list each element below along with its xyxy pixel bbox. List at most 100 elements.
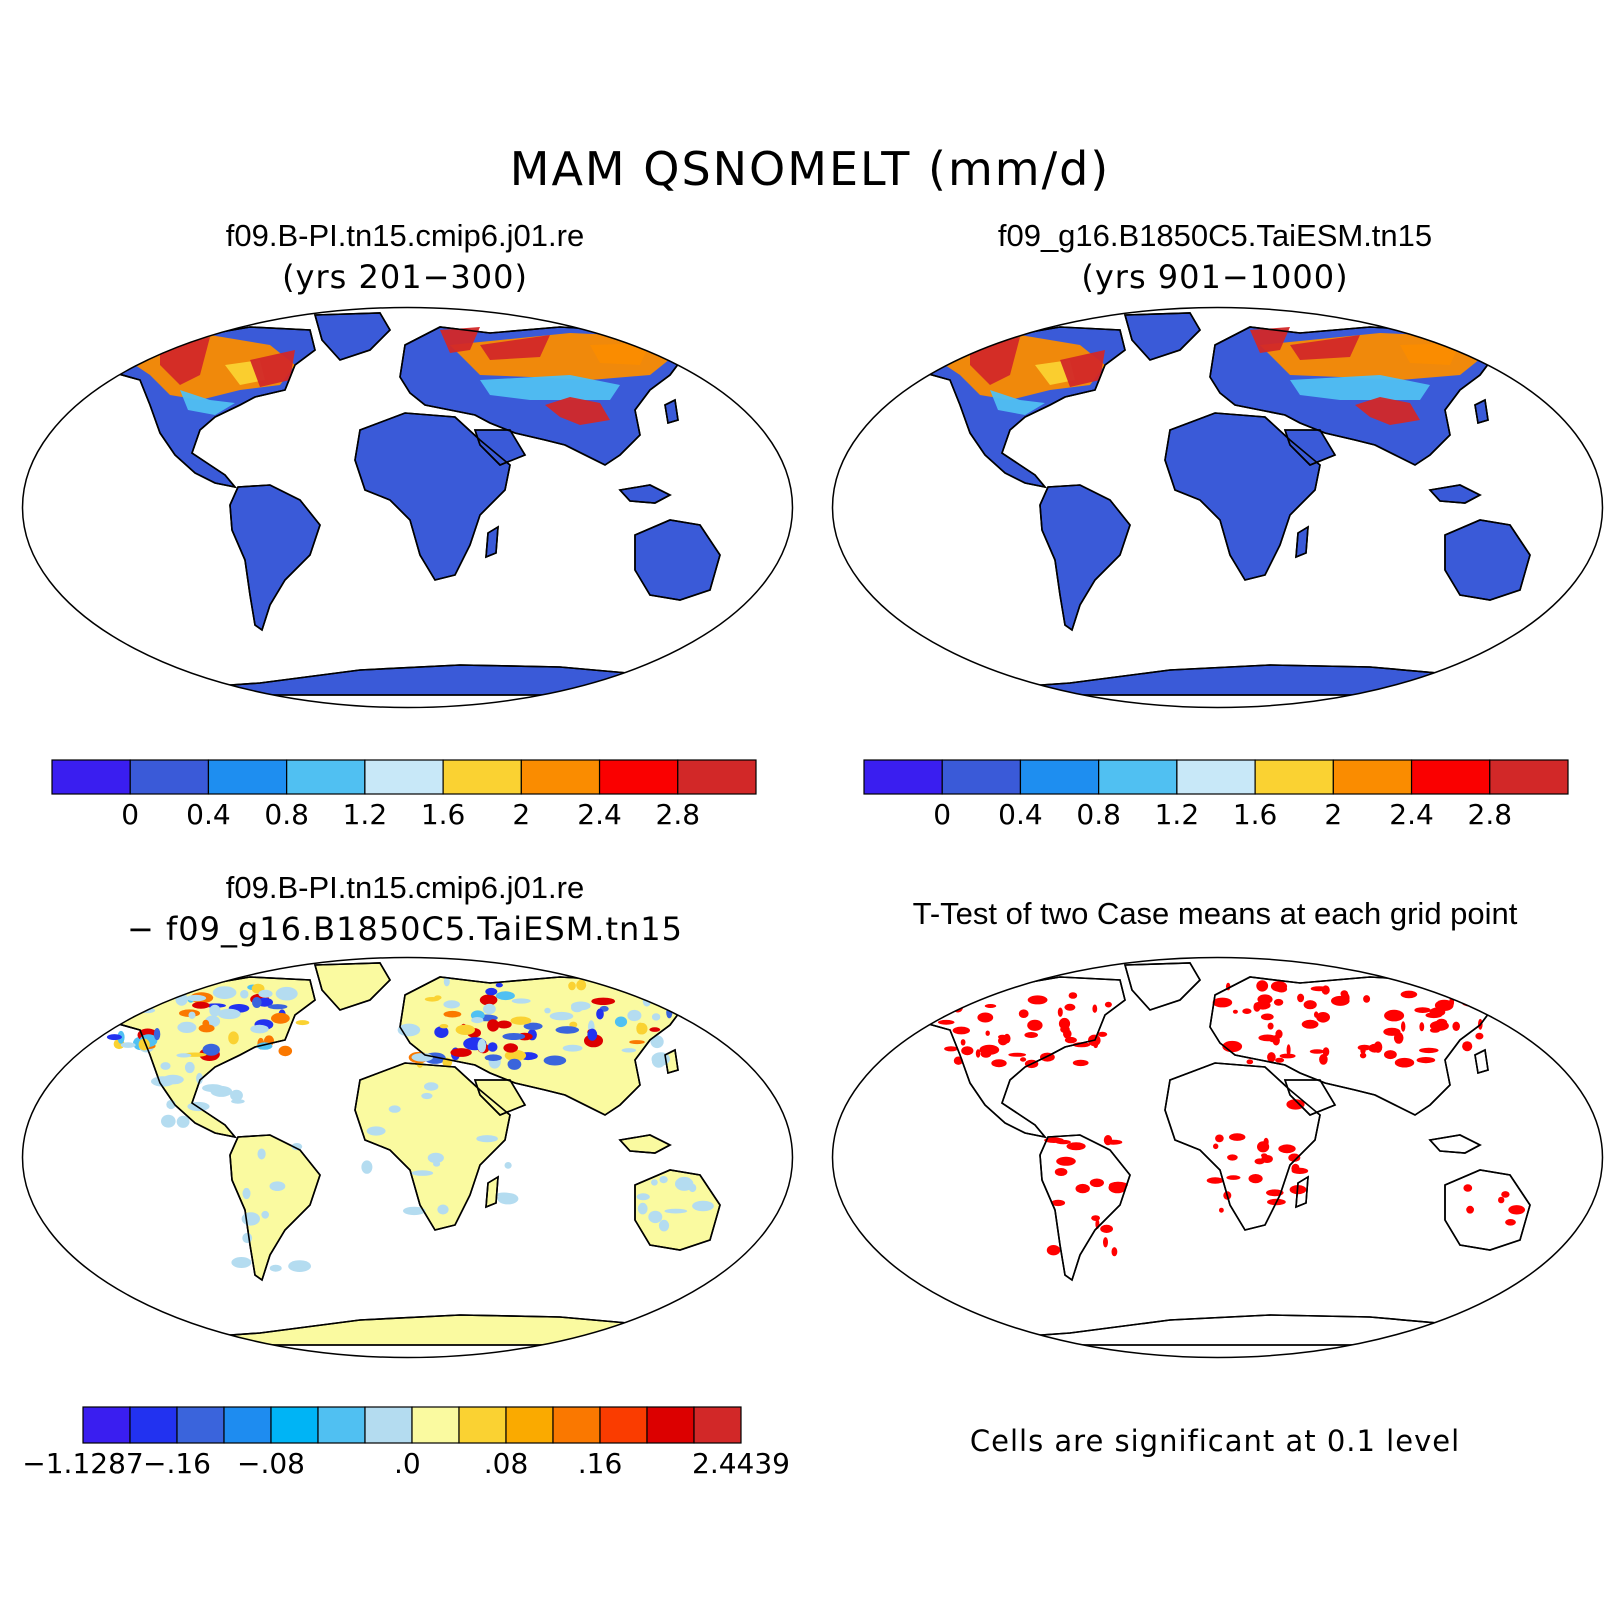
difference-cell xyxy=(121,999,129,1014)
significant-cell xyxy=(960,1039,966,1046)
significant-cell xyxy=(1232,1009,1238,1014)
snowmelt-region-9 xyxy=(545,397,610,425)
colorbar-box xyxy=(82,1406,131,1444)
significant-cell xyxy=(1100,1224,1113,1233)
colorbar-box xyxy=(1019,759,1100,795)
difference-cell xyxy=(569,1021,578,1028)
difference-cell xyxy=(411,1170,434,1176)
difference-cell xyxy=(495,982,503,988)
colorbar-tick-label: 2 xyxy=(1324,798,1342,831)
australia-coastline xyxy=(634,519,721,601)
colorbar-tick-label: 0.4 xyxy=(186,798,231,831)
significant-cell xyxy=(1075,1183,1090,1194)
difference-cell xyxy=(636,1022,645,1035)
significant-cell xyxy=(1213,1143,1219,1150)
africa-coastline xyxy=(1164,1062,1321,1231)
significant-cell xyxy=(1066,1142,1086,1151)
significant-cell xyxy=(1373,1041,1383,1053)
significant-cell xyxy=(1229,1133,1246,1141)
significant-cell xyxy=(1212,997,1233,1008)
difference-cell xyxy=(443,1010,462,1018)
difference-cell xyxy=(192,1001,210,1009)
significant-cell xyxy=(1419,1047,1439,1054)
significant-cell xyxy=(1363,995,1371,1003)
difference-cell xyxy=(106,1034,122,1041)
japan-coastline xyxy=(664,398,679,425)
significant-cell xyxy=(1286,1099,1305,1110)
snowmelt-region-6 xyxy=(440,327,480,353)
difference-cell xyxy=(267,1004,288,1010)
significant-cell xyxy=(1270,981,1288,992)
difference-cell xyxy=(502,1033,526,1040)
panel4-map xyxy=(831,956,1604,1359)
significant-cell xyxy=(1097,1031,1108,1037)
significant-cell xyxy=(1044,1137,1064,1143)
colorbar-tick-label: −1.1287 xyxy=(22,1447,143,1480)
difference-cell xyxy=(510,1016,532,1025)
significant-cell xyxy=(1322,1047,1330,1057)
difference-cell xyxy=(455,1024,475,1035)
significant-cell xyxy=(1261,1153,1268,1158)
colorbar-tick-label: 0 xyxy=(121,798,139,831)
difference-cell xyxy=(186,994,207,1002)
difference-cell xyxy=(544,1007,551,1014)
difference-cell xyxy=(196,1072,203,1085)
colorbar-box xyxy=(223,1406,272,1444)
greenland-coastline xyxy=(1123,962,1202,1011)
significant-cell xyxy=(1286,1044,1291,1056)
significant-cell xyxy=(1461,998,1478,1007)
significant-cell xyxy=(1068,992,1078,999)
map-content xyxy=(102,962,721,1346)
colorbar-tick-label: 0 xyxy=(933,798,951,831)
colorbar-box xyxy=(1098,759,1178,795)
difference-cell xyxy=(116,1010,125,1021)
significance-note: Cells are significant at 0.1 level xyxy=(969,1424,1461,1458)
significant-cell xyxy=(1242,1008,1252,1014)
significant-cell xyxy=(1475,1032,1484,1040)
panel1-subtitle: (yrs 201−300) xyxy=(282,258,528,296)
significant-cell xyxy=(1064,1036,1077,1044)
snowmelt-region-9 xyxy=(1355,397,1420,425)
indonesia-coastline xyxy=(1428,1134,1482,1154)
difference-cell xyxy=(176,1053,192,1058)
significant-cell xyxy=(984,1004,997,1008)
greenland-coastline xyxy=(313,312,392,361)
colorbar-box xyxy=(520,759,601,795)
colorbar-box xyxy=(1489,759,1569,795)
significant-cell xyxy=(1260,1013,1274,1021)
panel2-title: f09_g16.B1850C5.TaiESM.tn15 xyxy=(997,218,1433,253)
map-frame xyxy=(21,956,794,1359)
difference-cell xyxy=(434,1026,449,1038)
significant-cell xyxy=(1103,1237,1108,1248)
colorbar-box xyxy=(646,1406,695,1444)
panel1-title: f09.B-PI.tn15.cmip6.j01.re xyxy=(225,218,585,253)
australia-coastline xyxy=(1444,519,1531,601)
difference-cell xyxy=(496,1020,512,1029)
significant-cell xyxy=(1297,993,1305,1003)
colorbar-tick-label: 2.8 xyxy=(1468,798,1513,831)
significant-cell xyxy=(1462,1041,1473,1052)
significant-cell xyxy=(1463,1184,1473,1192)
significant-cell xyxy=(1309,1049,1325,1054)
colorbar-tick-label: 2.4439 xyxy=(692,1447,790,1480)
significant-cell xyxy=(1401,1021,1406,1032)
significant-cell xyxy=(1268,1036,1279,1043)
significant-cell xyxy=(961,1046,974,1056)
significant-cell xyxy=(998,1036,1008,1046)
greenland-landmass xyxy=(313,962,392,1011)
significant-cell xyxy=(1441,983,1455,989)
colorbar-box xyxy=(1254,759,1334,795)
difference-cell xyxy=(210,1085,233,1097)
difference-cell xyxy=(177,1021,197,1033)
significant-cell xyxy=(1501,1191,1510,1198)
arabia-coastline xyxy=(1283,1079,1337,1116)
madagascar-coastline xyxy=(485,525,499,559)
snowmelt-region-4 xyxy=(250,350,295,387)
australia-landmass xyxy=(1444,519,1531,601)
colorbar-tick-label: 0.8 xyxy=(1076,798,1121,831)
antarctica-coastline xyxy=(967,664,1482,696)
difference-cell xyxy=(424,1082,439,1091)
difference-cell xyxy=(212,986,237,999)
difference-cell xyxy=(434,995,442,1000)
difference-cell xyxy=(275,986,298,1001)
